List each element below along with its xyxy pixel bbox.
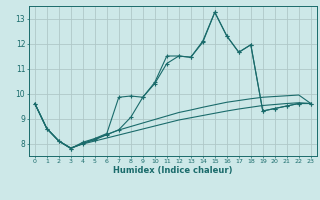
X-axis label: Humidex (Indice chaleur): Humidex (Indice chaleur) <box>113 166 233 175</box>
